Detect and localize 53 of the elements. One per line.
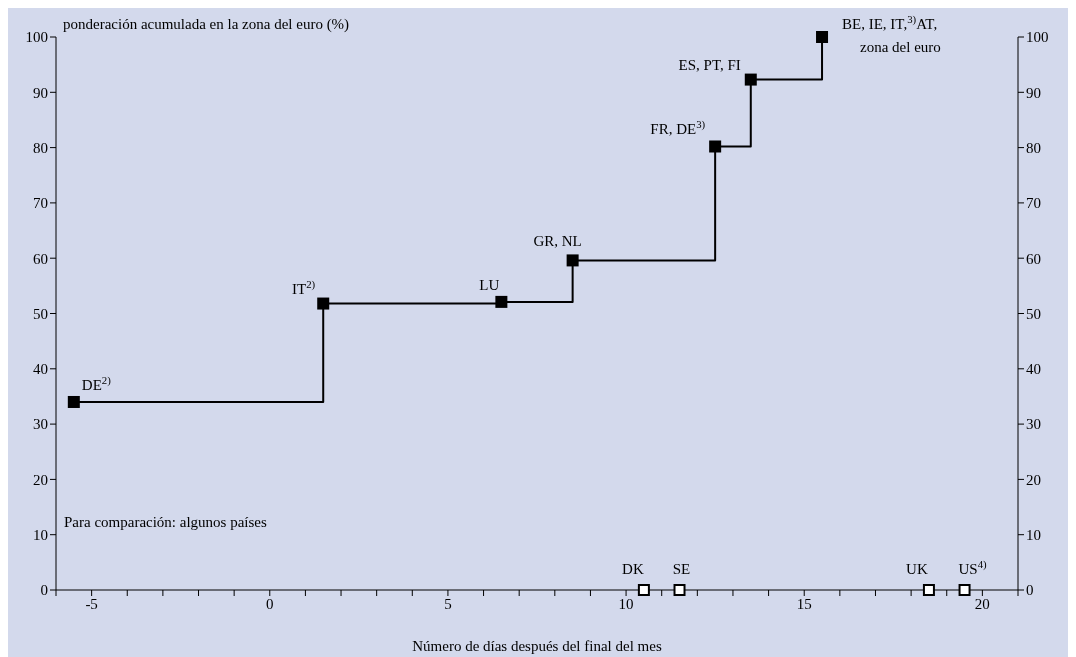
x-tick-label: 15 (796, 595, 812, 612)
y-tick-label: 60 (33, 250, 48, 267)
y-tick-label: 50 (33, 305, 48, 322)
annotation: DE$^{2)}$ (81, 373, 112, 393)
y2-tick-label: 70 (1026, 195, 1041, 212)
annotation: LU (479, 276, 500, 293)
point (744, 73, 757, 86)
point (67, 395, 80, 408)
y2-tick-label: 30 (1026, 416, 1041, 433)
y-tick-label: 100 (25, 29, 48, 46)
annotation: SE (672, 561, 691, 577)
point (317, 297, 330, 310)
x-axis-title: Número de días después del final del mes (412, 638, 662, 654)
annotation: US$^{4)}$ (958, 558, 988, 577)
y-tick-label: 80 (33, 139, 48, 156)
y2-tick-label: 90 (1026, 84, 1041, 101)
y2-tick-label: 80 (1026, 139, 1041, 156)
point (958, 584, 971, 596)
y2-tick-label: 20 (1026, 471, 1041, 488)
y-tick-label: 40 (33, 361, 48, 378)
y2-tick-label: 0 (1026, 582, 1034, 599)
y-tick-label: 20 (33, 471, 48, 488)
x-tick-label: 0 (266, 595, 274, 612)
y2-tick-label: 40 (1026, 361, 1041, 378)
annotation: FR, DE$^{3)}$ (650, 118, 706, 138)
point (922, 584, 935, 596)
x-tick-label: -5 (85, 595, 98, 612)
annotation: ES, PT, FI (678, 56, 741, 73)
annotation: DK (622, 561, 644, 577)
x-tick-label: 10 (618, 595, 634, 612)
point (816, 31, 829, 43)
annotation: GR, NL (533, 233, 582, 250)
point (566, 254, 579, 267)
point (495, 295, 508, 308)
y-tick-label: 70 (33, 195, 48, 212)
point (673, 584, 686, 596)
annotation: IT$^{2)}$ (292, 277, 316, 297)
x-tick-label: 20 (974, 595, 990, 612)
y2-tick-label: 60 (1026, 250, 1041, 267)
x-tick-label: 5 (444, 595, 452, 612)
y2-tick-label: 10 (1026, 527, 1041, 544)
point (637, 584, 650, 596)
point (709, 140, 722, 153)
y2-tick-label: 100 (1026, 29, 1049, 46)
y2-tick-label: 50 (1026, 305, 1041, 322)
y-tick-label: 0 (40, 582, 48, 599)
y-axis-title: ponderación acumulada en la zona del euro (%) (63, 16, 350, 33)
y-tick-label: 10 (33, 527, 48, 544)
y-tick-label: 30 (33, 416, 48, 433)
annotation: Para comparación: algunos países (64, 514, 267, 531)
annotation: BE, IE, IT,$^{3)}$AT, zona del euro (842, 13, 941, 55)
y-tick-label: 90 (33, 84, 48, 101)
annotation: UK (906, 561, 928, 577)
